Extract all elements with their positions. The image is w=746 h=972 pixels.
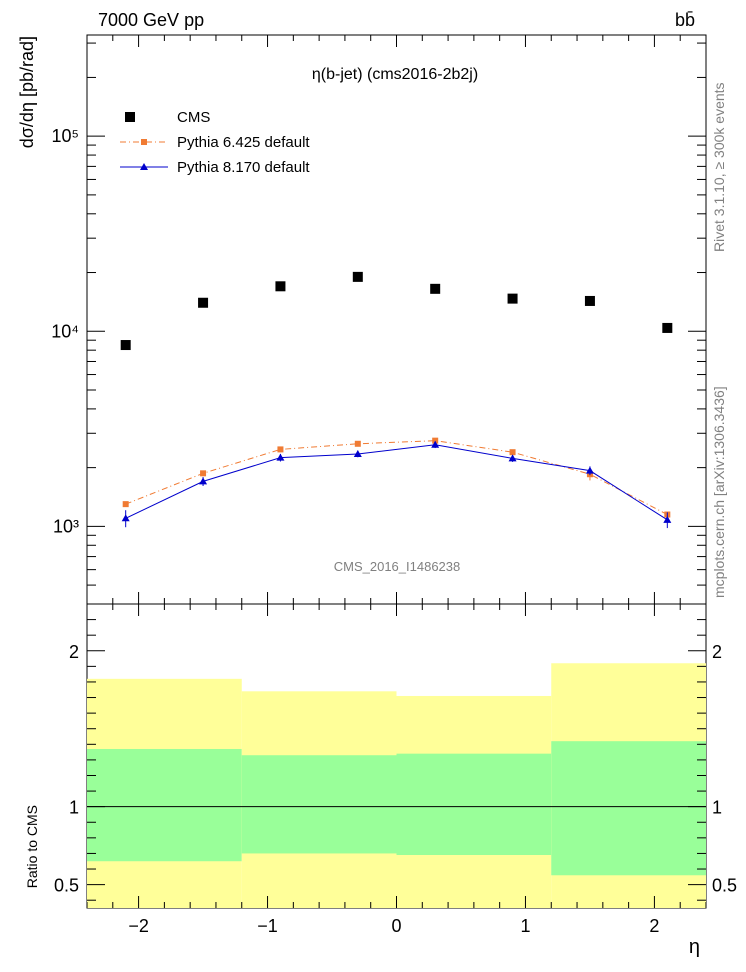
legend-marker-pythia8 — [140, 163, 148, 170]
pythia6-point — [432, 437, 439, 444]
x-tick-label: 0 — [391, 916, 401, 936]
pythia8-point — [121, 514, 130, 522]
cms-point — [198, 297, 209, 308]
legend-label-cms: CMS — [177, 109, 210, 126]
cms-point — [275, 281, 286, 292]
legend-marker-pythia6 — [141, 139, 147, 145]
series-line-2 — [125, 444, 668, 521]
y-tick-label: 10⁴ — [51, 321, 79, 341]
ratio-y-tick-label-right: 2 — [712, 642, 722, 662]
pythia6-point — [200, 470, 207, 477]
x-tick-label: 1 — [520, 916, 530, 936]
pythia8-point — [663, 515, 672, 523]
plot-title: η(b-jet) (cms2016-2b2j) — [312, 66, 478, 83]
ratio-y-tick-label: 1 — [69, 798, 79, 818]
ratio-y-tick-label-right: 0.5 — [712, 876, 737, 896]
axis-ticks: −2 −1 0 1 2 10³ 10⁴ 10⁵ 0.5 0.5 1 1 2 2 — [51, 35, 737, 936]
cms-point — [352, 271, 363, 282]
cms-point — [507, 293, 518, 304]
ratio-band-inner — [241, 755, 397, 854]
x-tick-label: −1 — [257, 916, 278, 936]
ratio-y-tick-label-right: 1 — [712, 798, 722, 818]
ratio-y-tick-label: 0.5 — [54, 876, 79, 896]
rivet-version-label: Rivet 3.1.10, ≥ 300k events — [711, 82, 727, 252]
legend-marker-cms — [125, 112, 135, 122]
process-label: bb̄ — [675, 10, 695, 30]
series-lines — [125, 440, 668, 521]
x-tick-label: 2 — [649, 916, 659, 936]
series-line-1 — [125, 440, 668, 515]
pythia6-point — [509, 449, 516, 456]
analysis-watermark: CMS_2016_I1486238 — [334, 559, 461, 574]
pythia8-point — [508, 454, 517, 462]
x-axis-label: η — [689, 936, 700, 958]
pythia8-point — [585, 466, 594, 474]
ratio-band-inner — [551, 741, 706, 876]
cms-point — [120, 340, 131, 351]
ratio-band-inner — [396, 753, 552, 855]
pythia8-point — [276, 453, 285, 461]
y-axis-label: dσ/dη [pb/rad] — [17, 36, 37, 148]
legend-label-pythia6: Pythia 6.425 default — [177, 134, 310, 151]
y-tick-label: 10⁵ — [52, 126, 79, 146]
legend: CMS Pythia 6.425 default Pythia 8.170 de… — [120, 109, 310, 176]
ratio-band-inner — [87, 748, 242, 862]
pythia8-point — [353, 449, 362, 457]
legend-label-pythia8: Pythia 8.170 default — [177, 159, 310, 176]
mcplots-source-label: mcplots.cern.ch [arXiv:1306.3436] — [711, 386, 727, 598]
cms-point — [584, 295, 595, 306]
pythia6-point — [354, 440, 361, 447]
ratio-y-tick-label: 2 — [69, 642, 79, 662]
pythia6-point — [122, 501, 129, 508]
x-tick-label: −2 — [128, 916, 149, 936]
ratio-bands — [87, 663, 706, 908]
pythia6-point — [277, 446, 284, 453]
data-markers — [120, 271, 673, 529]
pythia8-point — [199, 477, 208, 485]
y-tick-label: 10³ — [53, 516, 79, 536]
pythia8-point — [431, 440, 440, 448]
cms-point — [662, 322, 673, 333]
cms-point — [430, 283, 441, 294]
ratio-axis-label: Ratio to CMS — [24, 805, 40, 888]
energy-label: 7000 GeV pp — [98, 10, 204, 30]
